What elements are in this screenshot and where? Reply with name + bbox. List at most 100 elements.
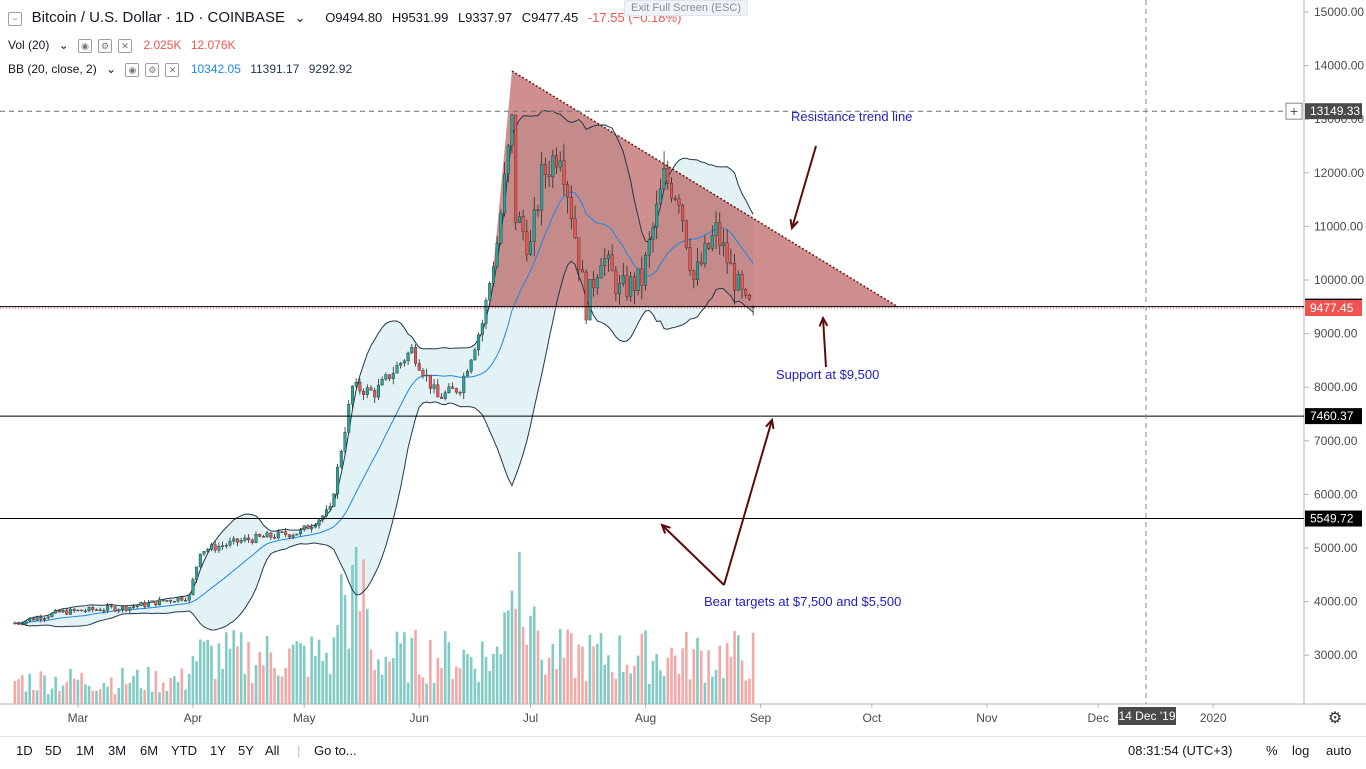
range-all[interactable]: All: [265, 743, 280, 758]
volume-bar: [102, 683, 106, 704]
x-tick-label: Jun: [410, 711, 429, 725]
range-1m[interactable]: 1M: [76, 743, 95, 758]
volume-bar: [306, 676, 310, 704]
volume-bar: [176, 682, 180, 704]
y-tick-label: 12000.00: [1314, 166, 1364, 180]
candle-body: [161, 599, 165, 602]
volume-bar: [217, 643, 221, 704]
range-5d[interactable]: 5D: [45, 743, 62, 758]
candle-body: [547, 174, 551, 178]
collapse-icon[interactable]: −: [8, 11, 22, 26]
candle-body: [644, 255, 648, 286]
candle-body: [510, 114, 514, 147]
range-3m[interactable]: 3M: [108, 743, 127, 758]
candle-body: [569, 197, 573, 220]
volume-bar: [161, 682, 165, 704]
volume-bar: [718, 645, 722, 704]
volume-bar: [28, 673, 31, 704]
y-tick-label: 5000.00: [1314, 541, 1358, 555]
close-icon[interactable]: ✕: [118, 38, 133, 53]
candle-body: [35, 617, 39, 621]
candle-body: [109, 605, 113, 608]
exit-fullscreen-button[interactable]: Exit Full Screen (ESC): [624, 0, 749, 16]
candle-body: [265, 532, 269, 538]
candle-body: [484, 299, 488, 324]
log-toggle[interactable]: log: [1292, 743, 1310, 758]
eye-icon[interactable]: ◉: [125, 62, 140, 77]
volume-bar: [13, 681, 17, 704]
volume-bar: [369, 649, 373, 704]
candle-body: [592, 279, 596, 289]
volume-bar: [651, 661, 655, 704]
candle-body: [358, 381, 362, 392]
volume-bar: [592, 646, 595, 704]
candle-body: [610, 254, 614, 272]
range-ytd[interactable]: YTD: [171, 743, 197, 758]
volume-bar: [50, 688, 54, 704]
candle-body: [729, 262, 733, 265]
volume-bar: [714, 669, 718, 704]
close-icon[interactable]: ✕: [165, 62, 180, 77]
volume-bar: [629, 673, 632, 704]
candle-body: [128, 607, 132, 611]
candle-body: [447, 386, 451, 393]
gear-icon[interactable]: ⚙: [145, 62, 160, 77]
candle-body: [317, 519, 321, 526]
volume-bar: [117, 687, 121, 704]
candle-body: [28, 618, 32, 622]
percent-toggle[interactable]: %: [1266, 743, 1278, 758]
x-tick-label: Sep: [750, 711, 772, 725]
volume-bar: [76, 679, 80, 704]
candle-body: [347, 403, 351, 433]
volume-bar: [551, 643, 555, 704]
candle-body: [124, 605, 128, 611]
gear-icon[interactable]: ⚙: [98, 38, 113, 53]
range-1y[interactable]: 1Y: [210, 743, 226, 758]
candle-body: [321, 515, 325, 521]
candle-body: [291, 534, 295, 538]
volume-bar: [573, 677, 577, 704]
symbol-title[interactable]: Bitcoin / U.S. Dollar · 1D · COINBASE: [31, 9, 286, 26]
candle-body: [625, 275, 629, 297]
candle-body: [172, 601, 176, 603]
candle-body: [491, 266, 495, 284]
time-cursor-label: 14 Dec '19: [1119, 709, 1176, 723]
volume-bar: [536, 630, 540, 704]
volume-bar: [421, 677, 425, 704]
volume-indicator-name[interactable]: Vol (20): [8, 38, 50, 52]
auto-toggle[interactable]: auto: [1326, 743, 1352, 758]
volume-bar: [711, 676, 714, 704]
chevron-down-icon[interactable]: ⌄: [58, 38, 69, 52]
volume-bar: [466, 653, 469, 704]
candle-body: [139, 602, 143, 607]
volume-bar: [291, 644, 295, 704]
bb-indicator-name[interactable]: BB (20, close, 2): [8, 62, 97, 76]
range-6m[interactable]: 6M: [140, 743, 159, 758]
candle-body: [224, 544, 228, 547]
chevron-down-icon[interactable]: ⌄: [294, 10, 306, 25]
candle-body: [328, 506, 332, 510]
candle-body: [606, 254, 610, 259]
candle-body: [202, 551, 206, 555]
candle-body: [191, 579, 195, 595]
range-5y[interactable]: 5Y: [238, 743, 254, 758]
candle-body: [343, 432, 347, 452]
plus-icon: +: [1290, 103, 1298, 119]
volume-bar: [484, 656, 488, 704]
candle-body: [83, 610, 87, 613]
candle-body: [495, 242, 499, 267]
eye-icon[interactable]: ◉: [78, 38, 93, 53]
goto-button[interactable]: Go to...: [314, 743, 357, 758]
range-1d[interactable]: 1D: [16, 743, 33, 758]
volume-bar: [299, 643, 302, 704]
candle-body: [102, 610, 106, 612]
volume-bar: [514, 608, 517, 704]
candle-body: [421, 370, 425, 377]
candle-body: [425, 374, 429, 377]
volume-bar: [577, 644, 581, 704]
chevron-down-icon[interactable]: ⌄: [106, 62, 117, 76]
candle-body: [91, 607, 95, 611]
candle-body: [640, 268, 644, 286]
candle-body: [87, 607, 91, 612]
price-chart[interactable]: 15000.0014000.0013000.0012000.0011000.00…: [0, 0, 1366, 736]
